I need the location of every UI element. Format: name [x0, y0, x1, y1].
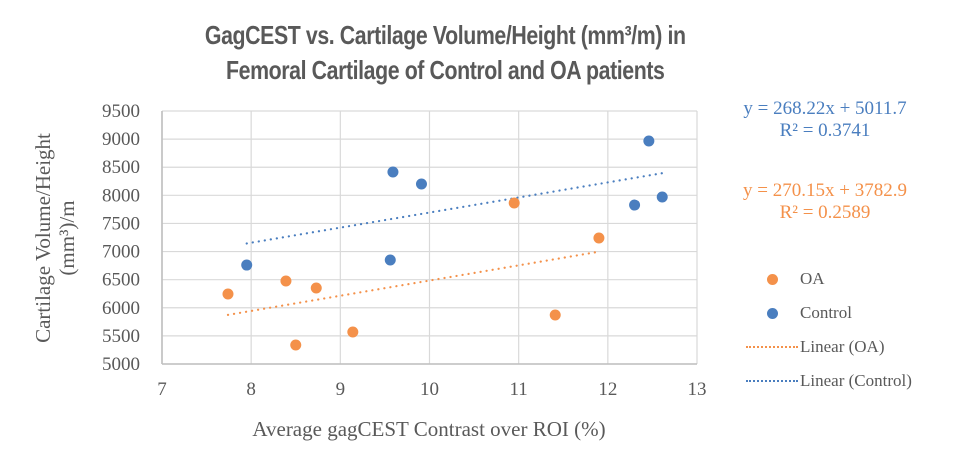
trendlines	[226, 172, 664, 316]
x-tick-label: 7	[157, 379, 167, 400]
legend: OA Control Linear (OA) Linear (Control)	[744, 262, 912, 398]
x-tick-label: 12	[598, 379, 617, 400]
data-point-oa	[593, 232, 605, 244]
control-equation-text: y = 268.22x + 5011.7	[743, 98, 907, 119]
x-tick-label: 13	[688, 379, 707, 400]
y-tick-labels: 5000 5500 6000 6500 7000 7500 8000 8500 9000 9500	[102, 101, 140, 375]
legend-label-linear-control: Linear (Control)	[800, 371, 912, 390]
control-trendline-icon	[746, 380, 798, 382]
y-tick-label: 5000	[102, 354, 140, 375]
control-trend-equation: y = 268.22x + 5011.7 R² = 0.3741	[720, 98, 930, 142]
y-tick-label: 5500	[102, 326, 140, 347]
y-axis-label-line-2: (mm³)/m	[55, 200, 79, 275]
data-point-control	[629, 199, 641, 211]
x-tick-label: 8	[246, 379, 256, 400]
chart-title-line-1: GagCEST vs. Cartilage Volume/Height (mm³…	[204, 20, 686, 50]
y-tick-label: 8500	[102, 157, 140, 178]
control-marker-icon	[766, 307, 778, 319]
legend-item-oa: OA	[744, 262, 912, 296]
data-point-oa	[290, 339, 302, 351]
y-tick-label: 8000	[102, 185, 140, 206]
x-tick-label: 9	[336, 379, 346, 400]
data-point-oa	[347, 326, 359, 338]
data-point-control	[656, 191, 668, 203]
axes	[161, 111, 697, 365]
legend-label-linear-oa: Linear (OA)	[800, 337, 885, 356]
control-r2-text: R² = 0.3741	[779, 120, 871, 141]
legend-item-linear-oa: Linear (OA)	[744, 330, 912, 364]
y-tick-label: 7500	[102, 213, 140, 234]
chart-title-line-2: Femoral Cartilage of Control and OA pati…	[226, 55, 665, 85]
data-point-control	[384, 254, 396, 266]
y-tick-label: 9000	[102, 129, 140, 150]
legend-item-control: Control	[744, 296, 912, 330]
oa-trend-equation: y = 270.15x + 3782.9 R² = 0.2589	[720, 180, 930, 224]
legend-label-control: Control	[800, 303, 852, 322]
x-tick-label: 11	[510, 379, 528, 400]
oa-r2-text: R² = 0.2589	[779, 202, 871, 223]
data-point-control	[643, 135, 655, 147]
y-axis-label-line-1: Cartilage Volume/Height	[31, 133, 55, 343]
data-point-oa	[549, 309, 561, 321]
chart-title: GagCEST vs. Cartilage Volume/Height (mm³…	[0, 18, 891, 88]
legend-item-linear-control: Linear (Control)	[744, 364, 912, 398]
data-point-control	[387, 166, 399, 178]
oa-trendline-icon	[746, 346, 798, 348]
trendline-oa	[226, 250, 601, 316]
data-point-control	[241, 259, 253, 271]
oa-equation-text: y = 270.15x + 3782.9	[743, 180, 907, 201]
data-point-oa	[310, 282, 322, 294]
x-axis-label: Average gagCEST Contrast over ROI (%)	[252, 417, 605, 441]
oa-marker-icon	[766, 273, 778, 285]
data-point-oa	[222, 288, 234, 300]
x-tick-label: 10	[420, 379, 439, 400]
data-points	[222, 135, 668, 351]
data-point-control	[415, 178, 427, 190]
y-tick-label: 7000	[102, 242, 140, 263]
y-tick-label: 6500	[102, 270, 140, 291]
y-tick-label: 9500	[102, 101, 140, 122]
legend-label-oa: OA	[800, 269, 825, 288]
gridlines	[161, 110, 698, 365]
data-point-oa	[280, 275, 292, 287]
y-tick-label: 6000	[102, 298, 140, 319]
x-tick-labels: 7 8 9 10 11 12 13	[157, 379, 706, 400]
data-point-oa	[508, 197, 520, 209]
